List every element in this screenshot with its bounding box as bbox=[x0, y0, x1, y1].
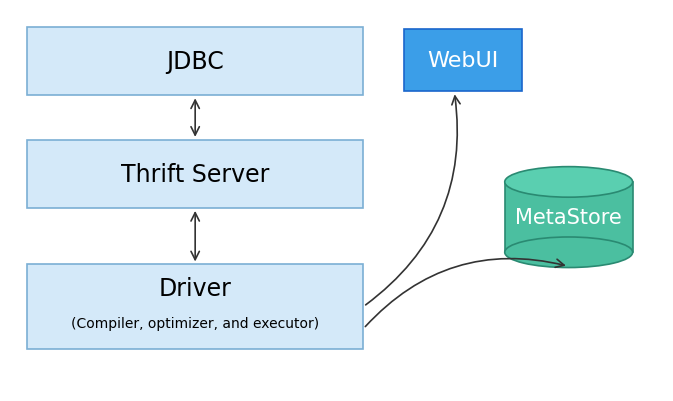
Text: WebUI: WebUI bbox=[427, 51, 498, 71]
Ellipse shape bbox=[505, 237, 633, 268]
FancyBboxPatch shape bbox=[404, 30, 522, 92]
Text: (Compiler, optimizer, and executor): (Compiler, optimizer, and executor) bbox=[71, 316, 319, 330]
Text: Driver: Driver bbox=[159, 277, 232, 301]
Text: Thrift Server: Thrift Server bbox=[121, 162, 269, 186]
Text: JDBC: JDBC bbox=[166, 50, 224, 74]
Text: MetaStore: MetaStore bbox=[516, 208, 622, 227]
Ellipse shape bbox=[505, 167, 633, 198]
FancyBboxPatch shape bbox=[27, 140, 363, 209]
Polygon shape bbox=[505, 182, 633, 253]
FancyBboxPatch shape bbox=[27, 28, 363, 96]
FancyBboxPatch shape bbox=[27, 265, 363, 349]
